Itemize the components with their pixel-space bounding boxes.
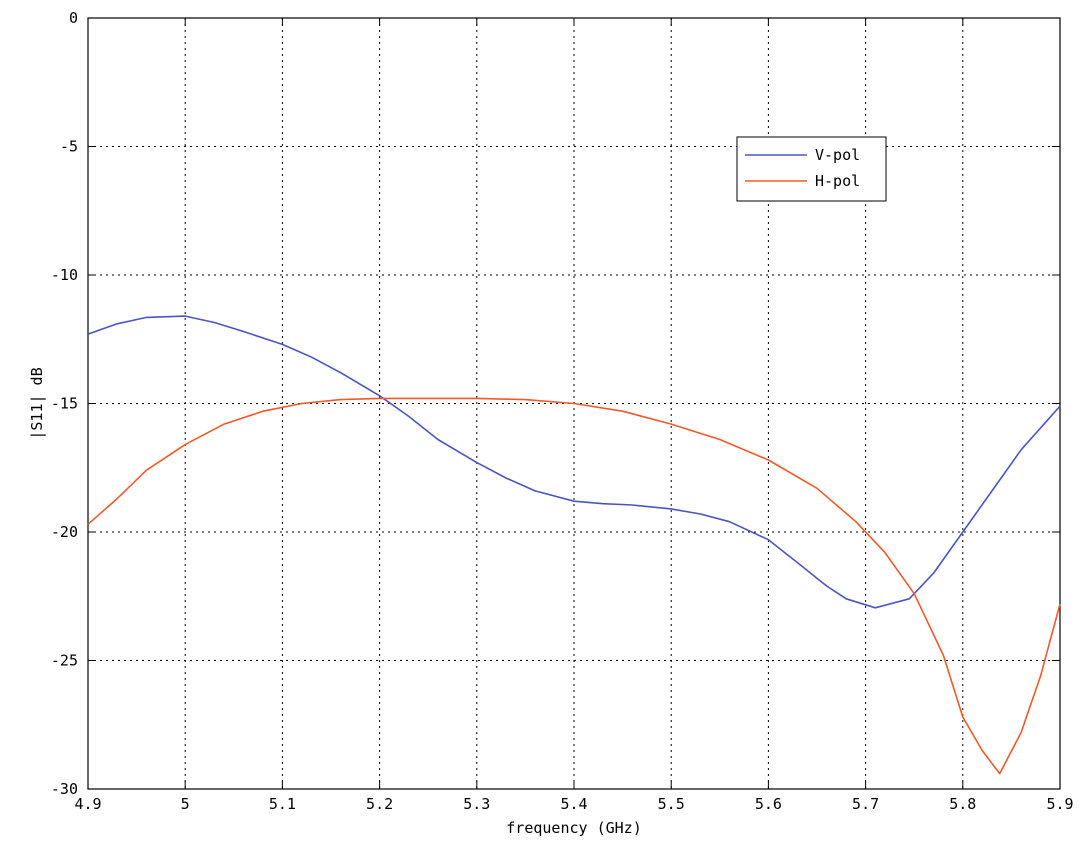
- x-tick-label: 5.4: [560, 795, 587, 813]
- legend-box: [736, 136, 887, 202]
- legend-label: H-pol: [815, 172, 860, 190]
- x-tick-label: 4.9: [74, 795, 101, 813]
- x-tick-label: 5.7: [852, 795, 879, 813]
- legend-label: V-pol: [815, 146, 860, 164]
- tick-layer: 4.9 5 5.1 5.2 5.3 5.4 5.5 5.6 5.7 5.8 5.9 0 -5 -10 -15…: [51, 9, 1074, 813]
- y-tick-label: -10: [51, 266, 78, 284]
- x-tick-label: 5.3: [463, 795, 490, 813]
- y-tick-label: -15: [51, 395, 78, 413]
- y-axis-label: |S11| dB: [28, 367, 46, 439]
- y-tick-label: -25: [51, 652, 78, 670]
- x-tick-label: 5.8: [949, 795, 976, 813]
- series-layer: [87, 315, 1061, 775]
- y-tick-label: -30: [51, 780, 78, 798]
- x-tick-label: 5.6: [755, 795, 782, 813]
- y-tick-label: -5: [60, 138, 78, 156]
- x-axis-label: frequency (GHz): [506, 819, 641, 837]
- y-tick-label: 0: [69, 9, 78, 27]
- x-tick-label: 5.9: [1046, 795, 1073, 813]
- series-line-h-pol: [87, 397, 1061, 775]
- series-line-v-pol: [87, 315, 1061, 609]
- x-tick-label: 5.2: [366, 795, 393, 813]
- legend: V-pol H-pol: [736, 136, 887, 202]
- x-tick-label: 5.1: [269, 795, 296, 813]
- y-tick-label: -20: [51, 523, 78, 541]
- x-tick-label: 5: [181, 795, 190, 813]
- x-tick-label: 5.5: [658, 795, 685, 813]
